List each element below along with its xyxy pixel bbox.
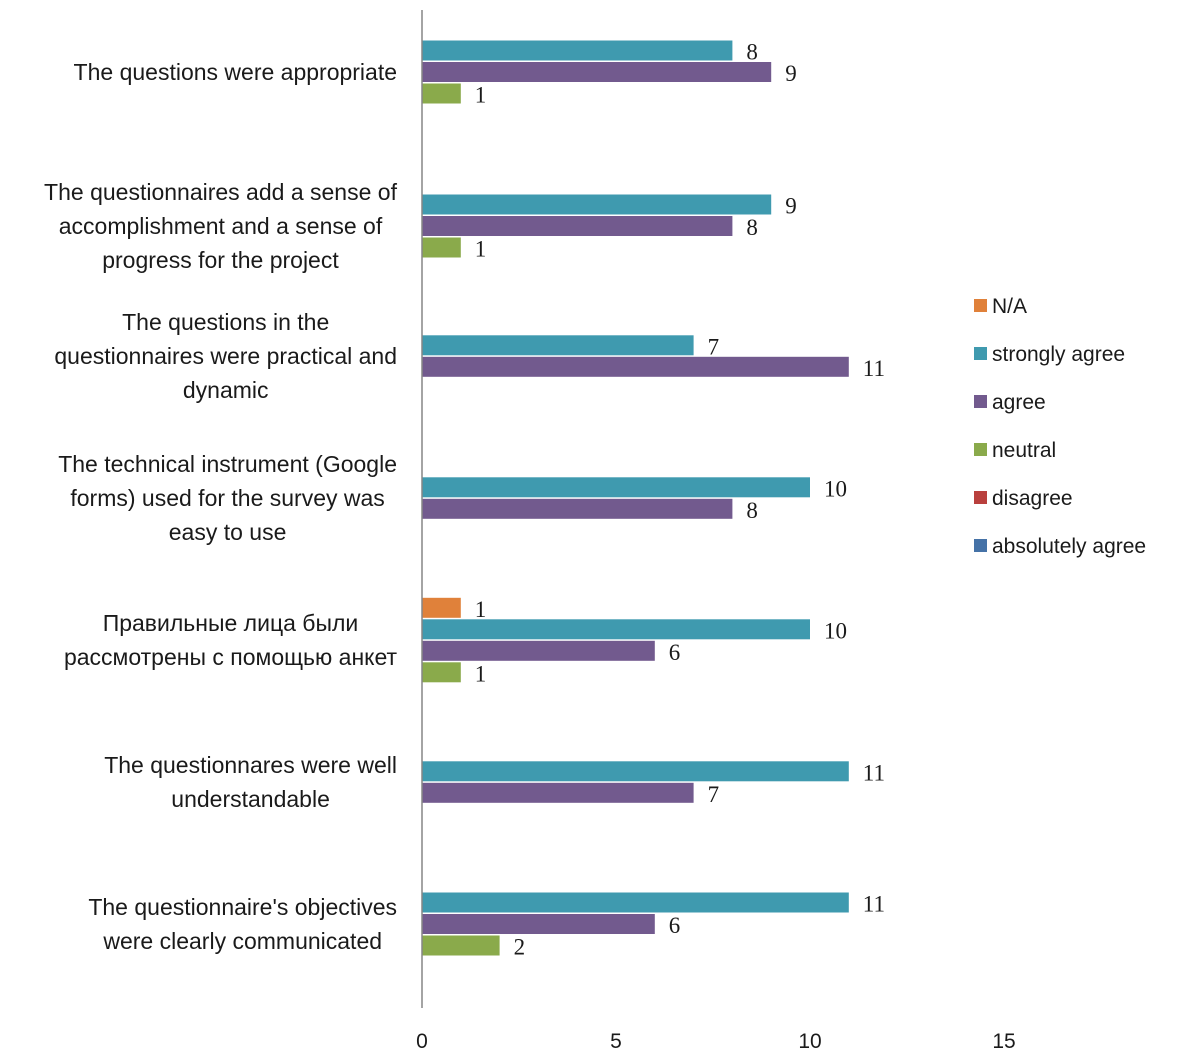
legend-label: N/A: [992, 295, 1027, 318]
legend-label: agree: [992, 391, 1046, 414]
bar-agree: [422, 914, 655, 934]
legend-swatch: [974, 395, 987, 408]
bar-neutral: [422, 662, 461, 683]
data-label: 7: [708, 334, 720, 359]
data-label: 1: [475, 237, 487, 262]
category-label: The questions were appropriate: [74, 59, 397, 85]
legend-swatch: [974, 491, 987, 504]
bar-agree: [422, 356, 849, 377]
category-label: The questions in the questionnaires were …: [54, 309, 397, 403]
bar-neutral: [422, 83, 461, 104]
bar-strongly-agree: [422, 194, 772, 215]
data-label: 2: [514, 935, 526, 960]
data-label: 11: [863, 892, 885, 917]
bar-agree: [422, 782, 694, 803]
bar-neutral: [422, 935, 500, 956]
bar-strongly-agree: [422, 892, 849, 913]
bar-strongly-agree: [422, 619, 810, 640]
bar-agree: [422, 62, 772, 82]
data-label: 1: [475, 83, 487, 108]
data-label: 1: [475, 661, 487, 686]
legend-swatch: [974, 539, 987, 552]
category-labels-layer: The questions were appropriate The questi…: [44, 59, 398, 954]
legend: N/A strongly agree agree neutral disagree abs…: [974, 295, 1146, 558]
data-label: 9: [785, 61, 797, 86]
legend-swatch: [974, 299, 987, 312]
data-label: 8: [746, 40, 758, 65]
data-label: 7: [708, 782, 720, 807]
category-label: Правильные лица были рассмотрены с помощь…: [64, 610, 398, 670]
data-label: 6: [669, 913, 681, 938]
bar-strongly-agree: [422, 40, 733, 61]
x-tick-labels-layer: 0 5 10 15: [416, 1030, 1016, 1052]
category-label: The questionnaire's objectives were clear…: [88, 894, 397, 954]
bar-agree: [422, 640, 655, 661]
bar-strongly-agree: [422, 335, 694, 356]
data-label: 8: [746, 498, 758, 523]
x-tick-label: 10: [798, 1030, 821, 1052]
category-label: The questionnaires add a sense of accompl…: [44, 179, 398, 273]
data-label: 9: [785, 194, 797, 219]
bar-agree: [422, 216, 733, 236]
x-tick-label: 5: [610, 1030, 622, 1052]
legend-swatch: [974, 443, 987, 456]
legend-label: neutral: [992, 439, 1056, 462]
data-label: 8: [746, 215, 758, 240]
x-tick-label: 0: [416, 1030, 428, 1052]
category-label: The questionnares were well understandabl…: [104, 752, 397, 812]
data-label: 1: [475, 597, 487, 622]
bar-agree: [422, 498, 733, 519]
bars-layer: [422, 40, 849, 956]
data-label: 6: [669, 640, 681, 665]
x-tick-label: 15: [992, 1030, 1015, 1052]
legend-label: strongly agree: [992, 343, 1125, 366]
legend-label: disagree: [992, 487, 1073, 510]
bar-n-a: [422, 597, 461, 618]
legend-label: absolutely agree: [992, 535, 1146, 558]
data-label: 10: [824, 618, 847, 643]
data-label: 10: [824, 476, 847, 501]
bar-neutral: [422, 237, 461, 258]
category-label: The technical instrument (Google forms) u…: [58, 451, 397, 545]
bar-strongly-agree: [422, 761, 849, 782]
data-label: 11: [863, 356, 885, 381]
legend-swatch: [974, 347, 987, 360]
data-label: 11: [863, 760, 885, 785]
bar-strongly-agree: [422, 477, 810, 498]
